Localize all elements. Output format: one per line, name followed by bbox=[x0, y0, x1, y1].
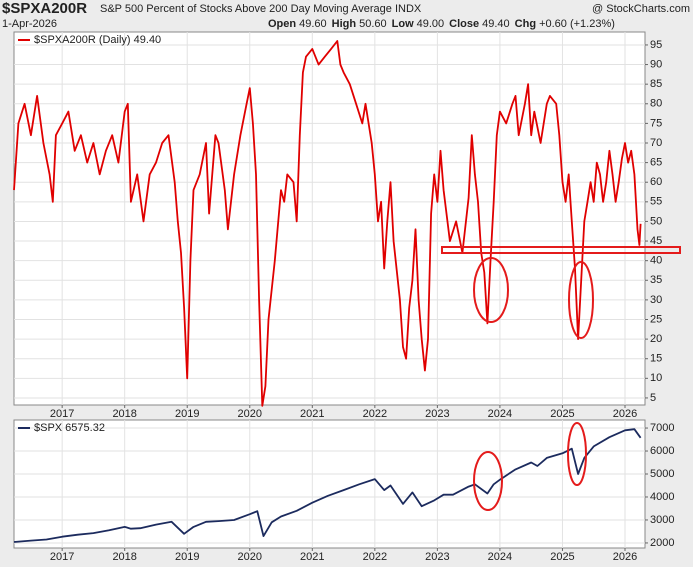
y-tick-label: 60 bbox=[650, 176, 662, 188]
circle-annotation bbox=[473, 257, 509, 323]
x-tick-label: 2022 bbox=[363, 551, 387, 563]
x-tick-label: 2024 bbox=[488, 408, 512, 420]
quote-label: Low bbox=[392, 18, 414, 30]
y-tick-label: 30 bbox=[650, 294, 662, 306]
y-tick-label: 4000 bbox=[650, 491, 674, 503]
x-tick-label: 2020 bbox=[238, 551, 262, 563]
quote-label: Open bbox=[268, 18, 296, 30]
quote-value: 49.40 bbox=[482, 18, 510, 30]
x-tick-label: 2026 bbox=[613, 408, 637, 420]
x-tick-label: 2025 bbox=[550, 408, 574, 420]
y-tick-label: 55 bbox=[650, 196, 662, 208]
x-tick-label: 2021 bbox=[300, 408, 324, 420]
quote: Open 49.60 High 50.60 Low 49.00 Close 49.40 Chg +… bbox=[268, 18, 615, 30]
date: 1-Apr-2026 bbox=[2, 18, 57, 30]
y-tick-label: 3000 bbox=[650, 514, 674, 526]
y-tick-label: 5 bbox=[650, 392, 656, 404]
quote-line: Open 49.60 High 50.60 Low 49.00 Close 49.40 Chg +… bbox=[268, 18, 615, 30]
x-tick-label: 2023 bbox=[425, 551, 449, 563]
quote-value: 49.60 bbox=[299, 18, 327, 30]
x-tick-label: 2019 bbox=[175, 551, 199, 563]
y-tick-label: 5000 bbox=[650, 468, 674, 480]
y-tick-label: 50 bbox=[650, 215, 662, 227]
y-tick-label: 70 bbox=[650, 137, 662, 149]
x-tick-label: 2017 bbox=[50, 408, 74, 420]
y-tick-label: 2000 bbox=[650, 537, 674, 549]
y-tick-label: 85 bbox=[650, 78, 662, 90]
y-tick-label: 35 bbox=[650, 274, 662, 286]
x-tick-label: 2018 bbox=[112, 408, 136, 420]
y-tick-label: 75 bbox=[650, 117, 662, 129]
y-tick-label: 40 bbox=[650, 255, 662, 267]
data-line bbox=[13, 428, 642, 543]
panel-top bbox=[13, 31, 646, 406]
x-tick-label: 2018 bbox=[112, 551, 136, 563]
source: @ StockCharts.com bbox=[592, 3, 690, 15]
x-tick-label: 2021 bbox=[300, 551, 324, 563]
symbol: $SPXA200R bbox=[2, 0, 87, 17]
quote-value: 49.00 bbox=[417, 18, 445, 30]
panel: 2000 3000 4000 5000 6000 7000 2017 2018 2019 2020… bbox=[13, 420, 674, 563]
circle-annotation bbox=[567, 422, 587, 486]
y-tick-label: 45 bbox=[650, 235, 662, 247]
y-tick-label: 20 bbox=[650, 333, 662, 345]
quote-value: 50.60 bbox=[359, 18, 387, 30]
x-tick-label: 2023 bbox=[425, 408, 449, 420]
x-tick-label: 2024 bbox=[488, 551, 512, 563]
quote-label: High bbox=[332, 18, 357, 30]
quote-label: Close bbox=[449, 18, 479, 30]
x-tick-label: 2017 bbox=[50, 551, 74, 563]
x-tick-label: 2020 bbox=[238, 408, 262, 420]
panel-bottom bbox=[13, 419, 646, 549]
quote-label: Chg bbox=[515, 18, 536, 30]
legend-label: $SPX 6575.32 bbox=[34, 422, 105, 434]
circle-annotation bbox=[473, 451, 503, 511]
header-title: S&P 500 Percent of Stocks Above 200 Day … bbox=[100, 3, 422, 15]
support-band bbox=[441, 246, 681, 254]
y-tick-label: 25 bbox=[650, 313, 662, 325]
legend-label: $SPXA200R (Daily) 49.40 bbox=[34, 34, 161, 46]
quote-value: +0.60 (+1.23%) bbox=[539, 18, 615, 30]
y-tick-label: 7000 bbox=[650, 422, 674, 434]
y-tick-label: 95 bbox=[650, 39, 662, 51]
y-tick-label: 80 bbox=[650, 98, 662, 110]
x-tick-label: 2019 bbox=[175, 408, 199, 420]
y-tick-label: 6000 bbox=[650, 445, 674, 457]
annotations bbox=[441, 246, 681, 511]
x-tick-label: 2026 bbox=[613, 551, 637, 563]
y-tick-label: 90 bbox=[650, 58, 662, 70]
y-tick-label: 10 bbox=[650, 372, 662, 384]
plots: 5101520253035404550556065707580859095201… bbox=[13, 32, 674, 563]
x-tick-label: 2025 bbox=[550, 551, 574, 563]
x-tick-label: 2022 bbox=[363, 408, 387, 420]
circle-annotation bbox=[568, 261, 594, 339]
y-tick-label: 65 bbox=[650, 157, 662, 169]
y-tick-label: 15 bbox=[650, 353, 662, 365]
panel: 5101520253035404550556065707580859095201… bbox=[13, 32, 662, 420]
data-line bbox=[13, 40, 642, 407]
